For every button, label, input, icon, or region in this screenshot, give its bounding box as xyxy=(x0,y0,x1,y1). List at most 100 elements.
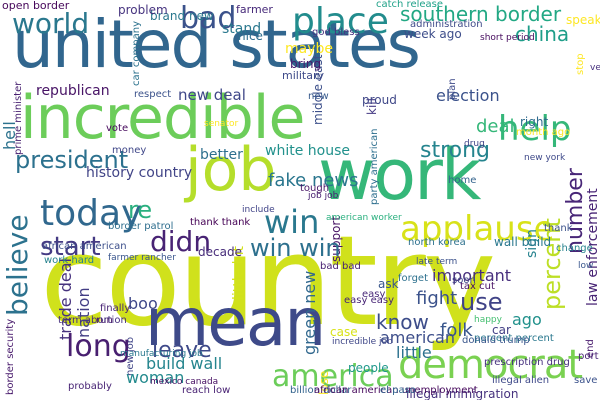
cloud-word: nice xyxy=(238,29,263,43)
cloud-word: better xyxy=(200,147,243,163)
cloud-word: tough xyxy=(300,183,330,194)
cloud-word: president xyxy=(15,146,129,174)
cloud-word: north korea xyxy=(408,237,466,248)
cloud-word: place xyxy=(292,1,389,42)
cloud-word: low xyxy=(578,261,594,271)
cloud-word: administration xyxy=(410,19,483,30)
cloud-word: stop xyxy=(575,53,586,75)
cloud-word: china xyxy=(515,22,570,46)
cloud-word: use xyxy=(460,288,503,316)
cloud-word: country xyxy=(40,210,496,354)
cloud-word: party american xyxy=(369,128,380,205)
cloud-word: start xyxy=(40,232,101,262)
cloud-word: money xyxy=(112,145,147,156)
cloud-word: farmer rancher xyxy=(108,253,176,263)
cloud-word: believe xyxy=(1,214,34,316)
cloud-word: respect xyxy=(134,89,172,100)
cloud-word: catch release xyxy=(376,0,444,10)
cloud-word: white house xyxy=(265,143,350,159)
cloud-word: change xyxy=(556,243,593,254)
cloud-word: new york xyxy=(524,153,566,163)
cloud-word: incredible job xyxy=(332,337,393,347)
cloud-word: boo xyxy=(128,294,158,313)
cloud-word: job xyxy=(185,135,277,205)
cloud-word: tax cut xyxy=(460,281,495,292)
cloud-word: number xyxy=(563,168,588,254)
cloud-word: american xyxy=(380,328,455,347)
cloud-word: easy xyxy=(362,289,386,300)
cloud-word: include xyxy=(242,205,275,215)
cloud-word: right xyxy=(520,115,549,129)
cloud-word: build wall xyxy=(146,354,223,373)
cloud-word: mexico canada xyxy=(150,377,219,387)
cloud-word: new deal xyxy=(178,86,246,104)
cloud-word: re xyxy=(128,196,153,224)
cloud-word: history country xyxy=(86,165,193,181)
cloud-word: american worker xyxy=(326,213,402,223)
cloud-word: late term xyxy=(416,257,458,267)
cloud-word: leave xyxy=(152,338,212,363)
cloud-word: job job xyxy=(308,191,339,201)
cloud-word: applause xyxy=(400,209,555,249)
cloud-word: decade xyxy=(198,245,242,259)
cloud-word: run xyxy=(96,315,113,326)
cloud-word: democrat xyxy=(398,342,583,388)
cloud-word: know xyxy=(376,310,429,334)
cloud-word: long xyxy=(66,329,131,364)
cloud-word: finally xyxy=(100,303,131,314)
cloud-word: drug xyxy=(464,139,485,149)
cloud-word: little xyxy=(396,343,432,362)
cloud-word: folk xyxy=(440,320,473,341)
cloud-word: proud xyxy=(362,93,397,107)
cloud-word: reach low xyxy=(182,385,231,396)
cloud-word: ago xyxy=(512,310,542,329)
cloud-word: short period xyxy=(480,33,535,43)
cloud-word: easy easy xyxy=(344,295,394,306)
cloud-word: god bless xyxy=(312,27,360,38)
cloud-word: probably xyxy=(68,381,112,392)
cloud-word: important xyxy=(432,266,512,285)
cloud-word: win xyxy=(264,203,320,241)
cloud-word: border patrol xyxy=(108,221,174,232)
cloud-word: happy xyxy=(474,315,502,325)
cloud-word: save country xyxy=(574,375,600,386)
cloud-word: republican xyxy=(36,83,110,99)
cloud-word: people xyxy=(348,361,389,375)
cloud-word: united states xyxy=(12,6,421,83)
cloud-word: fake news xyxy=(268,170,359,191)
cloud-word: manufacturing job xyxy=(120,349,203,359)
cloud-word: incredible xyxy=(20,83,305,153)
cloud-word: bad bad xyxy=(320,261,361,272)
cloud-word: military xyxy=(282,69,324,82)
cloud-word: stand xyxy=(222,21,262,37)
cloud-word: new xyxy=(308,91,329,102)
cloud-word: soon xyxy=(452,275,476,286)
cloud-word: week ago xyxy=(404,27,462,41)
cloud-word: maybe xyxy=(285,41,334,57)
cloud-word: percent percent xyxy=(474,333,554,344)
cloud-word: car company xyxy=(131,20,142,86)
cloud-word: vote xyxy=(106,123,129,134)
cloud-word: didn xyxy=(150,225,212,258)
cloud-word: term abortion xyxy=(58,315,127,326)
cloud-word: southern border xyxy=(400,2,562,26)
cloud-word: senator xyxy=(204,119,239,129)
cloud-word: case xyxy=(330,325,358,339)
cloud-word: farmer xyxy=(236,3,273,16)
cloud-word: help xyxy=(498,109,572,149)
cloud-word: port entry xyxy=(578,351,600,362)
cloud-word: problem xyxy=(118,3,168,17)
cloud-word: green new xyxy=(300,270,319,355)
cloud-word: open border xyxy=(2,0,70,12)
cloud-word: world xyxy=(12,7,90,40)
cloud-word: border security xyxy=(5,318,16,395)
cloud-word: trade deal xyxy=(56,258,75,340)
cloud-word: donald trump xyxy=(462,335,530,346)
cloud-word: brand new xyxy=(150,9,214,23)
cloud-word: illegal immigration xyxy=(406,387,519,400)
cloud-word: prime minister xyxy=(13,81,24,155)
cloud-word: win win xyxy=(250,234,341,262)
cloud-word: billion dollar xyxy=(290,385,352,396)
cloud-word: home xyxy=(448,175,477,186)
